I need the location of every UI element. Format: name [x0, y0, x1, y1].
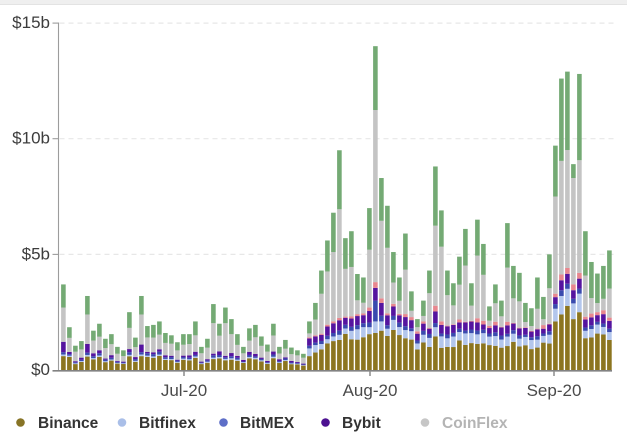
- svg-text:Bitfinex: Bitfinex: [139, 415, 196, 432]
- svg-text:CoinFlex: CoinFlex: [442, 415, 508, 432]
- svg-text:$5b: $5b: [22, 244, 50, 263]
- svg-text:Binance: Binance: [38, 415, 99, 432]
- svg-text:BitMEX: BitMEX: [240, 415, 295, 432]
- svg-text:$10b: $10b: [12, 129, 50, 148]
- svg-text:$0: $0: [31, 360, 50, 379]
- svg-text:$15b: $15b: [12, 13, 50, 32]
- svg-text:Jul-20: Jul-20: [161, 381, 207, 400]
- svg-text:Bybit: Bybit: [342, 415, 381, 432]
- svg-text:Sep-20: Sep-20: [527, 381, 582, 400]
- svg-text:Aug-20: Aug-20: [343, 381, 398, 400]
